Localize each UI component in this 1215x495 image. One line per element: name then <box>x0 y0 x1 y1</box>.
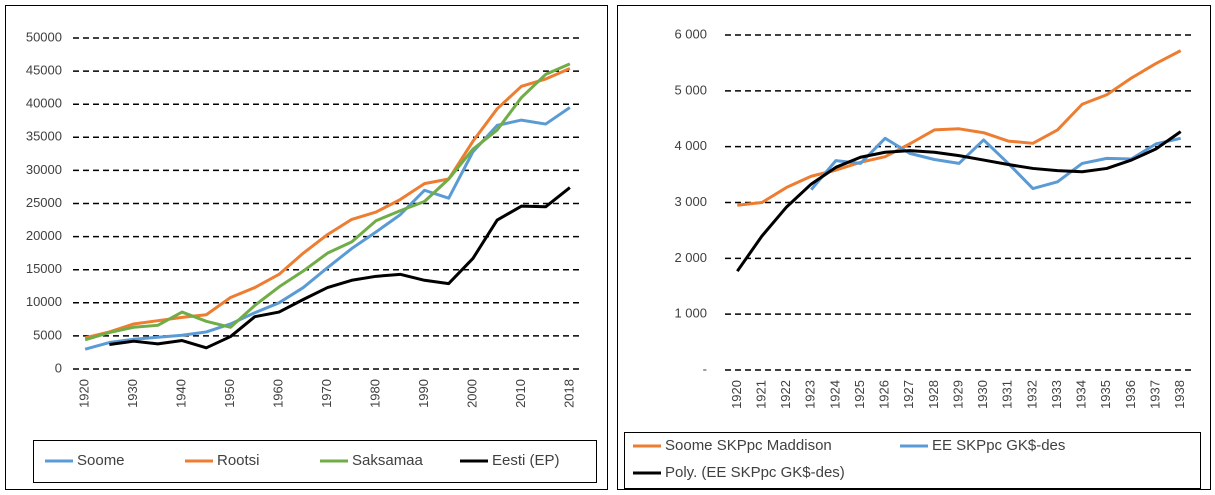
y-tick-label: 35000 <box>26 129 62 144</box>
x-tick-label: 2010 <box>513 379 528 408</box>
x-tick-label: 1970 <box>319 379 334 408</box>
legend-frame <box>33 440 597 483</box>
y-tick-label: 45000 <box>26 63 62 78</box>
x-tick-label: 1931 <box>1000 380 1015 409</box>
x-tick-label: 1923 <box>803 380 818 409</box>
x-tick-label: 1920 <box>77 379 92 408</box>
y-tick-label: 4 000 <box>674 138 707 153</box>
x-tick-label: 1928 <box>926 380 941 409</box>
legend-label: Rootsi <box>217 452 260 469</box>
y-tick-label: 50000 <box>26 29 62 44</box>
y-tick-label: 0 <box>55 360 62 375</box>
x-tick-label: 1927 <box>901 380 916 409</box>
x-tick-label: 1929 <box>950 380 965 409</box>
legend-label: EE SKPpc GK$-des <box>932 437 1065 454</box>
legend-label: Soome SKPpc Maddison <box>665 437 832 454</box>
y-tick-label: 25000 <box>26 195 62 210</box>
x-tick-label: 1936 <box>1123 380 1138 409</box>
legend-label: Saksamaa <box>352 452 424 469</box>
x-tick-label: 1937 <box>1147 380 1162 409</box>
legend-label: Poly. (EE SKPpc GK$-des) <box>665 464 845 481</box>
x-tick-label: 1933 <box>1049 380 1064 409</box>
y-tick-label: 15000 <box>26 261 62 276</box>
x-tick-label: 1930 <box>125 379 140 408</box>
series-line <box>84 62 571 342</box>
y-tick-label: 20000 <box>26 228 62 243</box>
series-line <box>810 136 1182 191</box>
x-tick-label: 1938 <box>1172 380 1187 409</box>
series-line <box>109 186 571 350</box>
y-tick-label: - <box>703 361 707 376</box>
x-tick-label: 1926 <box>877 380 892 409</box>
x-tick-label: 1925 <box>852 380 867 409</box>
y-tick-label: 5000 <box>33 327 62 342</box>
series-line <box>737 49 1182 207</box>
y-tick-label: 30000 <box>26 162 62 177</box>
y-tick-label: 10000 <box>26 294 62 309</box>
x-tick-label: 1990 <box>416 379 431 408</box>
x-tick-label: 1934 <box>1074 380 1089 409</box>
x-tick-label: 1921 <box>753 380 768 409</box>
x-tick-label: 1935 <box>1098 380 1113 409</box>
series-line <box>736 130 1182 273</box>
y-tick-label: 5 000 <box>674 82 707 97</box>
x-tick-label: 1940 <box>174 379 189 408</box>
x-tick-label: 1980 <box>367 379 382 408</box>
x-tick-label: 1930 <box>975 380 990 409</box>
legend-frame <box>624 432 1201 489</box>
series-line <box>84 106 571 351</box>
x-tick-label: 1920 <box>729 380 744 409</box>
y-tick-label: 6 000 <box>674 26 707 41</box>
y-tick-label: 2 000 <box>674 250 707 265</box>
panel-frame <box>617 5 1211 490</box>
y-tick-label: 1 000 <box>674 306 707 321</box>
x-tick-label: 2018 <box>561 379 576 408</box>
x-tick-label: 1924 <box>827 380 842 409</box>
panel-frame <box>5 5 608 490</box>
y-tick-label: 3 000 <box>674 194 707 209</box>
legend-label: Eesti (EP) <box>492 452 560 469</box>
x-tick-label: 1960 <box>270 379 285 408</box>
x-tick-label: 1922 <box>778 380 793 409</box>
x-tick-label: 1932 <box>1024 380 1039 409</box>
x-tick-label: 2000 <box>464 379 479 408</box>
y-tick-label: 40000 <box>26 96 62 111</box>
legend-label: Soome <box>77 452 125 469</box>
x-tick-label: 1950 <box>222 379 237 408</box>
